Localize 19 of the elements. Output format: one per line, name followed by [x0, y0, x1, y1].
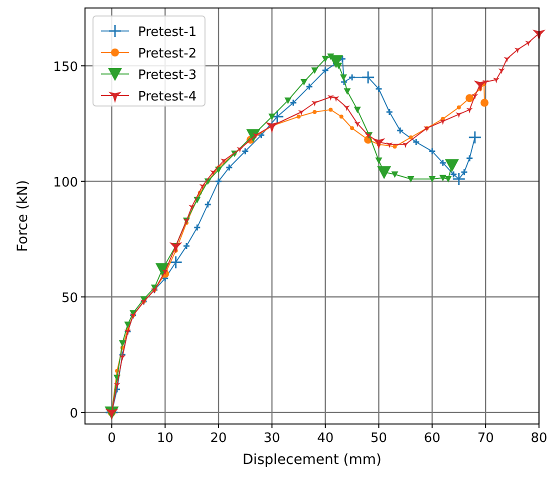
x-tick-label: 20: [210, 431, 227, 446]
x-tick-label: 50: [370, 431, 388, 446]
legend-label: Pretest-1: [138, 25, 197, 40]
x-axis-title: Displecement (mm): [242, 452, 382, 468]
x-tick-label: 40: [317, 431, 334, 446]
y-tick-label: 100: [53, 175, 78, 190]
y-tick-label: 150: [53, 60, 78, 75]
x-tick-label: 0: [108, 431, 116, 446]
legend-label: Pretest-2: [138, 46, 197, 62]
x-tick-label: 30: [264, 431, 280, 446]
y-tick-label: 50: [61, 290, 78, 306]
x-tick-label: 60: [424, 431, 440, 446]
x-tick-label: 70: [477, 431, 494, 446]
y-tick-label: 0: [70, 406, 78, 422]
x-tick-label: 10: [156, 431, 174, 446]
y-axis-title: Force (kN): [15, 180, 31, 252]
legend-label: Pretest-4: [138, 90, 197, 104]
x-tick-label: 80: [530, 431, 548, 446]
legend-label: Pretest-3: [138, 68, 197, 83]
